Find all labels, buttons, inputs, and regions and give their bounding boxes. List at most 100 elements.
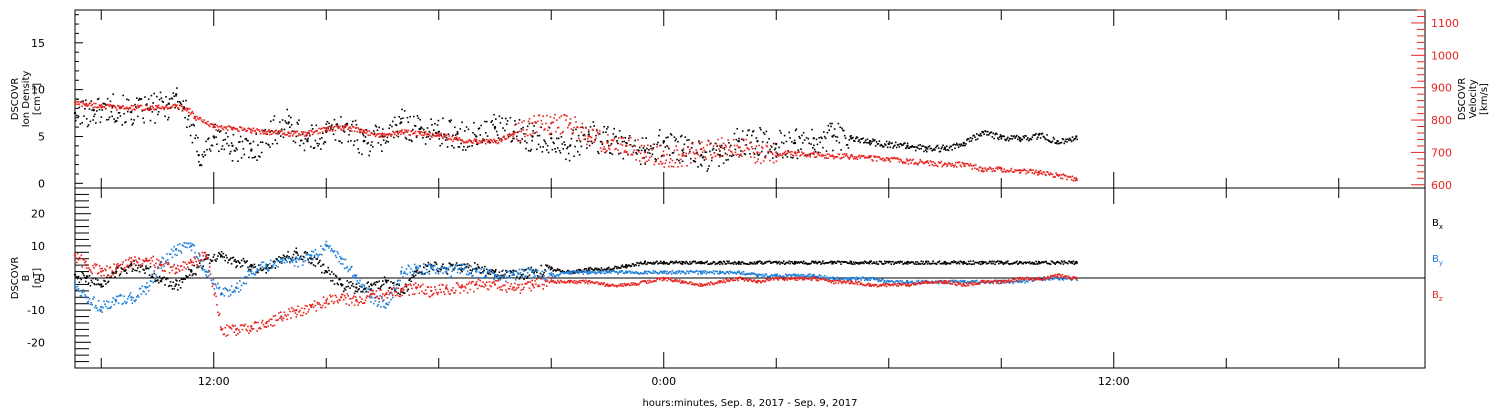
data-point [1043,261,1046,263]
data-point [582,127,585,129]
data-point [697,166,699,168]
data-point [264,325,267,328]
data-point [738,137,740,140]
data-point [448,119,451,122]
data-point [804,154,807,157]
data-point [230,328,233,330]
data-point [710,142,712,145]
data-point [1069,139,1072,141]
data-point [468,272,471,274]
data-point [558,268,561,271]
data-point [1027,171,1029,174]
data-point [1058,174,1061,176]
data-point [379,287,381,290]
data-point [343,287,346,290]
data-point [265,272,267,274]
data-point [777,155,779,157]
data-point [524,140,526,142]
data-point [581,122,584,125]
data-point [479,134,482,136]
data-point [434,122,436,125]
data-point [1003,262,1005,264]
data-point [565,271,567,274]
data-point [610,139,613,142]
data-point [130,257,133,259]
data-point [93,115,95,118]
data-point [875,261,878,263]
data-point [105,283,107,285]
data-point [547,151,550,154]
data-point [859,141,861,144]
data-point [705,261,708,264]
data-point [556,127,559,129]
data-point [225,132,227,134]
data-point [787,262,789,264]
data-point [848,158,851,160]
data-point [462,263,464,266]
data-point [484,276,486,278]
data-point [803,275,806,278]
data-point [717,272,719,275]
data-point [692,160,695,162]
data-point [1072,260,1075,263]
data-point [127,99,130,101]
data-point [825,276,828,279]
data-point [96,283,98,286]
data-point [796,151,799,154]
data-point [251,266,254,269]
data-point [442,137,444,140]
data-point [216,287,218,289]
data-point [325,128,328,131]
data-marker [287,121,290,124]
data-point [214,126,216,128]
data-point [1062,263,1065,265]
data-point [287,257,289,259]
data-point [198,118,200,120]
data-point [550,272,553,274]
data-point [289,135,291,137]
data-point [485,276,488,279]
data-point [474,133,476,136]
data-point [236,265,238,267]
data-point [356,131,359,133]
data-point [90,279,93,282]
data-point [1068,276,1070,279]
data-point [167,261,170,264]
data-point [167,263,169,266]
data-point [458,146,461,148]
data-point [366,142,369,145]
data-point [865,278,868,280]
data-point [701,156,704,159]
data-point [292,253,295,256]
data-point [211,259,214,262]
data-point [655,159,657,161]
data-point [150,257,153,259]
data-point [641,137,644,139]
data-point [80,278,83,281]
data-point [612,140,615,142]
data-point [853,158,855,160]
data-point [160,277,163,280]
data-point [97,97,100,100]
data-point [618,153,620,155]
data-point [638,149,640,152]
data-point [848,279,851,281]
data-point [1051,278,1054,281]
data-point [495,118,497,120]
data-point [498,139,501,141]
data-point [808,275,810,278]
data-point [564,144,566,146]
data-point [118,107,121,110]
data-point [869,279,871,281]
data-point [275,132,277,135]
data-point [319,253,321,256]
data-point [121,268,124,270]
data-point [887,159,890,161]
data-point [239,135,242,138]
data-point [313,254,316,257]
data-point [694,270,697,273]
data-point [184,278,186,280]
data-point [986,281,988,283]
data-point [581,271,584,273]
data-point [982,262,984,264]
